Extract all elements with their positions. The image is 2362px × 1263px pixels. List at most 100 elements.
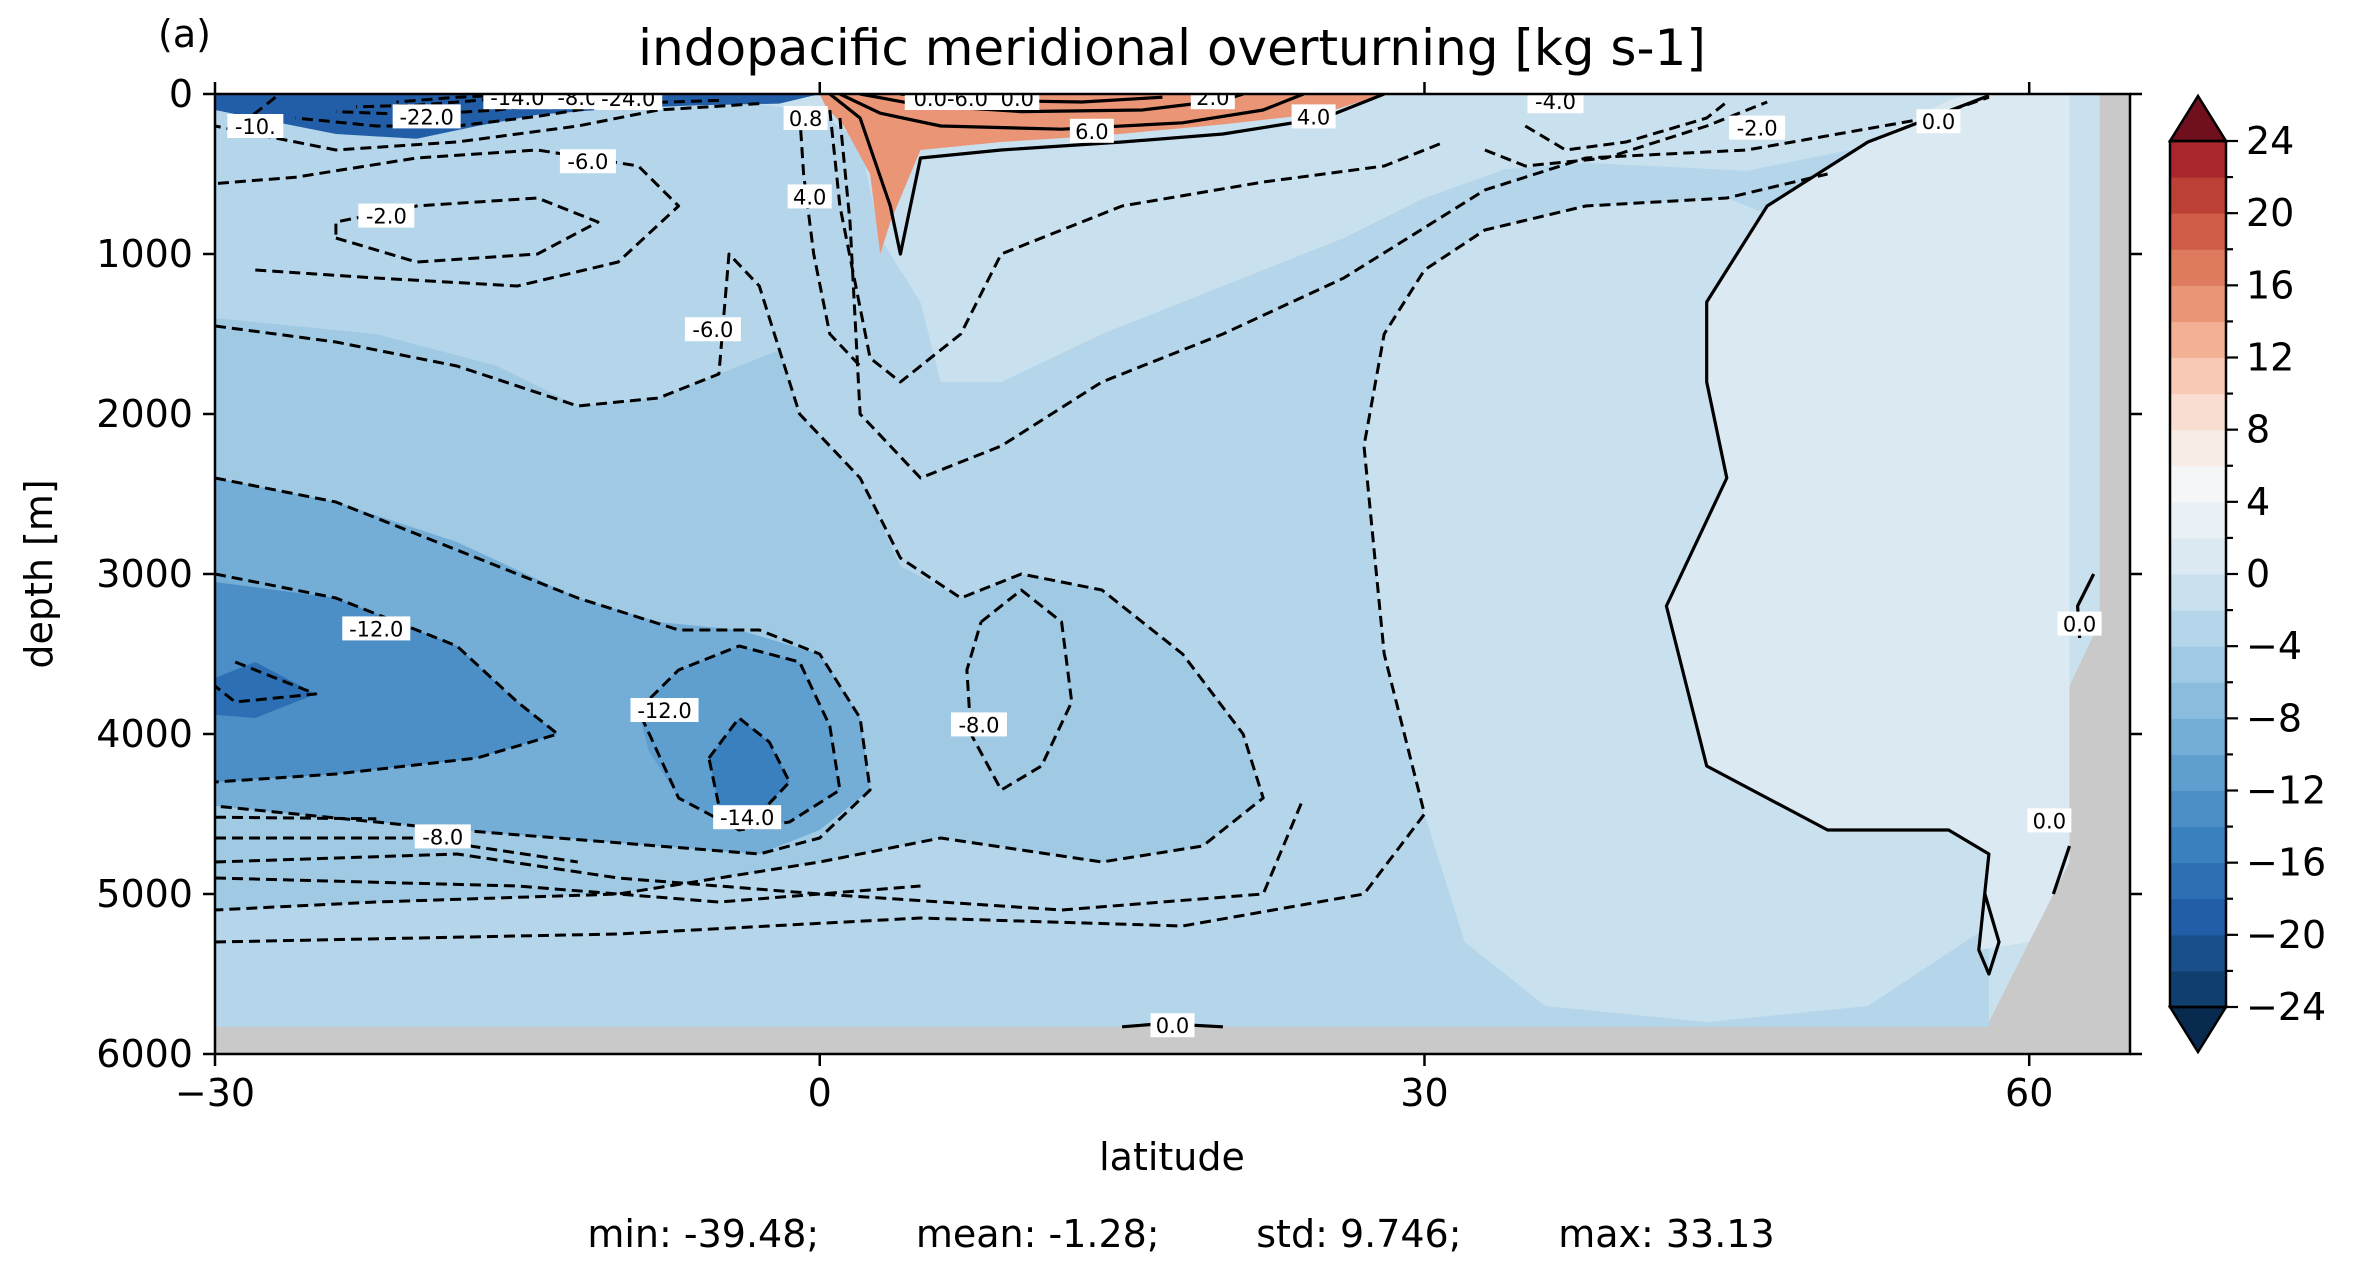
colorbar-bin: [2170, 430, 2226, 467]
contour-label-text: 0.0: [2063, 613, 2096, 637]
y-tick-label: 3000: [96, 552, 193, 596]
y-tick-label: 5000: [96, 872, 193, 916]
colorbar-bin: [2170, 791, 2226, 828]
stats-line: min: -39.48; mean: -1.28; std: 9.746; ma…: [0, 1212, 2362, 1256]
x-tick-label: 60: [2005, 1071, 2053, 1115]
contour-label: 4.0: [788, 184, 832, 209]
chart-title: indopacific meridional overturning [kg s…: [638, 19, 1706, 77]
y-tick-label: 1000: [96, 232, 193, 276]
colorbar-bin: [2170, 213, 2226, 250]
colorbar-bin: [2170, 827, 2226, 864]
contour-label-text: -12.0: [349, 617, 403, 641]
colorbar-bin: [2170, 935, 2226, 972]
contour-label-text: 0.0-6.0: [914, 87, 988, 111]
colorbar-bin: [2170, 358, 2226, 395]
colorbar-bin: [2170, 971, 2226, 1008]
contour-label: -6.0: [560, 149, 616, 174]
contour-label-text: -14.0: [720, 806, 774, 830]
y-tick-label: 4000: [96, 712, 193, 756]
contour-label: 0.0: [2058, 612, 2102, 637]
colorbar-tick-label: −24: [2246, 985, 2326, 1029]
contour-label-text: 0.0: [1156, 1014, 1189, 1038]
y-tick-label: 0: [169, 72, 193, 116]
contour-label-text: 4.0: [793, 185, 826, 209]
colorbar-bin: [2170, 899, 2226, 936]
colorbar-extend-low: [2170, 1007, 2226, 1052]
y-tick-label: 6000: [96, 1032, 193, 1076]
contour-label-text: -12.0: [637, 699, 691, 723]
x-axis-label: latitude: [1099, 1135, 1245, 1179]
y-axis-label: depth [m]: [17, 479, 61, 668]
colorbar-bin: [2170, 177, 2226, 214]
colorbar-bin: [2170, 718, 2226, 755]
colorbar-bin: [2170, 538, 2226, 575]
colorbar-tick-label: 4: [2246, 480, 2270, 524]
contour-label: -8.0: [415, 824, 471, 849]
colorbar-bin: [2170, 610, 2226, 647]
contour-label: -8.0: [951, 712, 1007, 737]
colorbar-tick-label: 16: [2246, 263, 2294, 307]
colorbar-tick-label: −20: [2246, 913, 2326, 957]
colorbar-bin: [2170, 574, 2226, 611]
stat-min: min: -39.48;: [587, 1212, 819, 1256]
contour-label-text: -24.0: [601, 87, 655, 111]
colorbar-tick-label: 20: [2246, 191, 2294, 235]
contour-label-text: -22.0: [399, 105, 453, 129]
contour-label: -12.0: [631, 698, 699, 723]
contour-label-text: -8.0: [422, 825, 463, 849]
x-tick-label: 30: [1400, 1071, 1448, 1115]
contour-label: 0.8: [784, 106, 828, 131]
colorbar-tick-label: 24: [2246, 119, 2294, 163]
contour-label: 0.0: [2027, 808, 2071, 833]
contour-label-text: 0.0: [1001, 87, 1034, 111]
colorbar-bin: [2170, 863, 2226, 900]
contour-label-text: -6.0: [692, 318, 733, 342]
colorbar-tick-label: −12: [2246, 769, 2326, 813]
colorbar-bin: [2170, 321, 2226, 358]
colorbar-bin: [2170, 754, 2226, 791]
colorbar-tick-label: 12: [2246, 336, 2294, 380]
colorbar-tick-label: 0: [2246, 552, 2270, 596]
contour-label: -22.0: [393, 104, 461, 129]
contour-label-text: -2.0: [366, 205, 407, 229]
contour-label-text: 0.0: [2033, 809, 2066, 833]
contour-label: 0.0: [995, 86, 1039, 111]
contour-label-text: 6.0: [1075, 120, 1108, 144]
contour-label-text: -10.: [235, 115, 276, 139]
contour-label: 0.0-6.0: [905, 86, 997, 111]
colorbar-extend-high: [2170, 96, 2226, 141]
overturning-chart: (a) indopacific meridional overturning […: [0, 0, 2362, 1263]
contour-label-text: 0.8: [789, 107, 822, 131]
contour-label-text: -6.0: [567, 150, 608, 174]
panel-label: (a): [158, 12, 211, 56]
contour-label: 0.0: [1151, 1013, 1195, 1038]
colorbar-bin: [2170, 682, 2226, 719]
colorbar-tick-label: −4: [2246, 624, 2302, 668]
contour-label: 2.0: [1191, 85, 1235, 110]
colorbar-bin: [2170, 466, 2226, 503]
colorbar-bin: [2170, 646, 2226, 683]
colorbar-bin: [2170, 502, 2226, 539]
contour-label-text: 4.0: [1297, 105, 1330, 129]
colorbar: 24 20 16 12 8 4 0 −4 −8 −12 −16 −20 −24: [2170, 96, 2326, 1052]
contour-label: 4.0: [1292, 104, 1336, 129]
contour-label-text: -8.0: [958, 713, 999, 737]
contour-label-text: 2.0: [1196, 86, 1229, 110]
colorbar-tick-label: −16: [2246, 841, 2326, 885]
contour-label: -2.0: [1729, 116, 1785, 141]
contour-label: -12.0: [342, 616, 410, 641]
contour-label: 0.0: [1917, 109, 1961, 134]
contour-label: -14.0: [713, 805, 781, 830]
contour-label-text: -2.0: [1737, 117, 1778, 141]
colorbar-bin: [2170, 285, 2226, 322]
colorbar-tick-label: 8: [2246, 408, 2270, 452]
y-tick-label: 2000: [96, 392, 193, 436]
contour-label: -10.: [227, 114, 283, 139]
colorbar-tick-label: −8: [2246, 696, 2302, 740]
colorbar-bin: [2170, 394, 2226, 431]
contour-label: -14.0: [483, 85, 551, 110]
colorbar-bin: [2170, 249, 2226, 286]
contour-label: -6.0: [685, 317, 741, 342]
x-tick-label: −30: [175, 1071, 255, 1115]
stat-max: max: 33.13: [1558, 1212, 1774, 1256]
